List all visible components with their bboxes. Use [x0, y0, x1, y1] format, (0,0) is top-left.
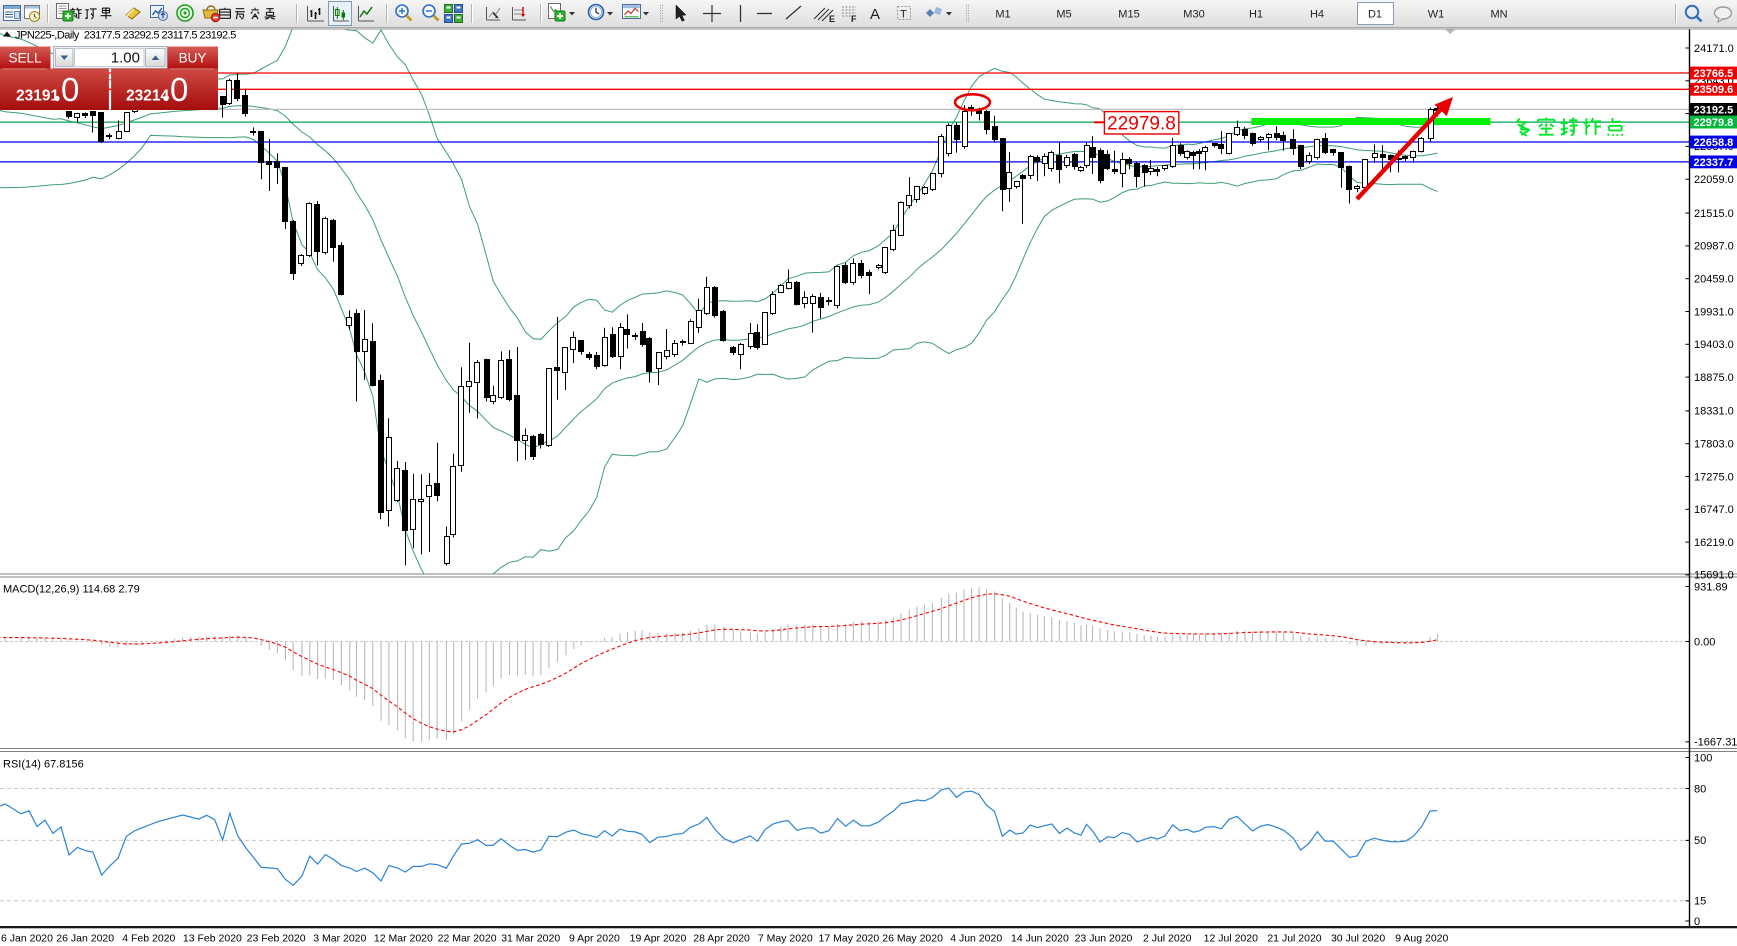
svg-text:0.00: 0.00 — [1694, 636, 1715, 648]
svg-text:H4: H4 — [1310, 9, 1324, 21]
svg-text:23192.5: 23192.5 — [1694, 104, 1734, 116]
svg-text:F: F — [851, 14, 857, 24]
svg-text:19 Apr 2020: 19 Apr 2020 — [630, 933, 687, 945]
svg-text:23 Jun 2020: 23 Jun 2020 — [1075, 933, 1133, 945]
svg-text:SELL: SELL — [8, 51, 42, 66]
svg-text:23509.6: 23509.6 — [1694, 84, 1734, 96]
svg-text:16219.0: 16219.0 — [1694, 537, 1734, 549]
svg-text:26 May 2020: 26 May 2020 — [882, 933, 943, 945]
svg-text:W1: W1 — [1428, 9, 1445, 21]
svg-text:13 Feb 2020: 13 Feb 2020 — [183, 933, 242, 945]
svg-text:80: 80 — [1694, 783, 1706, 795]
svg-text:31 Mar 2020: 31 Mar 2020 — [501, 933, 560, 945]
svg-text:23214: 23214 — [126, 88, 169, 105]
svg-text:4 Jun 2020: 4 Jun 2020 — [950, 933, 1002, 945]
svg-text:30 Jul 2020: 30 Jul 2020 — [1331, 933, 1385, 945]
svg-text:20459.0: 20459.0 — [1694, 274, 1734, 286]
svg-text:9 Apr 2020: 9 Apr 2020 — [569, 933, 620, 945]
svg-text:0: 0 — [1694, 916, 1700, 928]
svg-text:MN: MN — [1490, 9, 1507, 21]
svg-text:3 Mar 2020: 3 Mar 2020 — [313, 933, 366, 945]
svg-text:JPN225-,Daily 23177.5 23292.5: JPN225-,Daily 23177.5 23292.5 23117.5 23… — [15, 30, 236, 42]
svg-text:26 Jan 2020: 26 Jan 2020 — [56, 933, 114, 945]
svg-text:-1667.31: -1667.31 — [1694, 737, 1737, 749]
svg-text:19931.0: 19931.0 — [1694, 306, 1734, 318]
svg-text:22979.8: 22979.8 — [1107, 114, 1176, 135]
svg-text:23191: 23191 — [16, 88, 59, 105]
svg-text:H1: H1 — [1249, 9, 1263, 21]
svg-text:14 Jun 2020: 14 Jun 2020 — [1011, 933, 1069, 945]
svg-text:100: 100 — [1694, 752, 1712, 764]
svg-text:15: 15 — [1694, 896, 1706, 908]
svg-text:BUY: BUY — [179, 51, 207, 66]
svg-text:M30: M30 — [1183, 9, 1204, 21]
svg-text:T: T — [900, 9, 907, 21]
svg-text:M5: M5 — [1056, 9, 1071, 21]
svg-text:24171.0: 24171.0 — [1694, 43, 1734, 55]
svg-text:28 Apr 2020: 28 Apr 2020 — [693, 933, 750, 945]
svg-text:15691.0: 15691.0 — [1694, 570, 1734, 582]
svg-text:MACD(12,26,9) 114.68 2.79: MACD(12,26,9) 114.68 2.79 — [3, 584, 140, 596]
svg-text:931.89: 931.89 — [1694, 581, 1728, 593]
svg-text:0: 0 — [61, 71, 79, 108]
svg-text:6 Jan 2020: 6 Jan 2020 — [1, 933, 53, 945]
svg-text:7 May 2020: 7 May 2020 — [758, 933, 813, 945]
svg-text:E: E — [829, 14, 835, 24]
svg-text:12 Jul 2020: 12 Jul 2020 — [1204, 933, 1258, 945]
svg-text:21 Jul 2020: 21 Jul 2020 — [1267, 933, 1321, 945]
svg-text:RSI(14) 67.8156: RSI(14) 67.8156 — [3, 759, 84, 771]
svg-text:16747.0: 16747.0 — [1694, 504, 1734, 516]
svg-text:23766.5: 23766.5 — [1694, 68, 1734, 80]
svg-text:M1: M1 — [995, 9, 1010, 21]
svg-text:18331.0: 18331.0 — [1694, 406, 1734, 418]
svg-text:21515.0: 21515.0 — [1694, 208, 1734, 220]
svg-text:22337.7: 22337.7 — [1694, 157, 1734, 169]
svg-text:22 Mar 2020: 22 Mar 2020 — [438, 933, 497, 945]
svg-text:12 Mar 2020: 12 Mar 2020 — [374, 933, 433, 945]
svg-text:23 Feb 2020: 23 Feb 2020 — [247, 933, 306, 945]
svg-text:17 May 2020: 17 May 2020 — [819, 933, 880, 945]
svg-text:17803.0: 17803.0 — [1694, 439, 1734, 451]
svg-text:19403.0: 19403.0 — [1694, 339, 1734, 351]
svg-text:M15: M15 — [1118, 9, 1139, 21]
svg-text:22979.8: 22979.8 — [1694, 117, 1734, 129]
svg-text:0: 0 — [170, 71, 188, 108]
svg-text:22658.8: 22658.8 — [1694, 137, 1734, 149]
svg-text:17275.0: 17275.0 — [1694, 471, 1734, 483]
svg-text:1.00: 1.00 — [111, 50, 140, 67]
svg-text:22059.0: 22059.0 — [1694, 174, 1734, 186]
svg-text:4 Feb 2020: 4 Feb 2020 — [122, 933, 175, 945]
svg-text:9 Aug 2020: 9 Aug 2020 — [1395, 933, 1448, 945]
svg-text:D1: D1 — [1368, 9, 1382, 21]
svg-text:2 Jul 2020: 2 Jul 2020 — [1143, 933, 1192, 945]
svg-text:A: A — [870, 6, 880, 23]
svg-text:18875.0: 18875.0 — [1694, 372, 1734, 384]
svg-text:20987.0: 20987.0 — [1694, 241, 1734, 253]
svg-text:50: 50 — [1694, 835, 1706, 847]
